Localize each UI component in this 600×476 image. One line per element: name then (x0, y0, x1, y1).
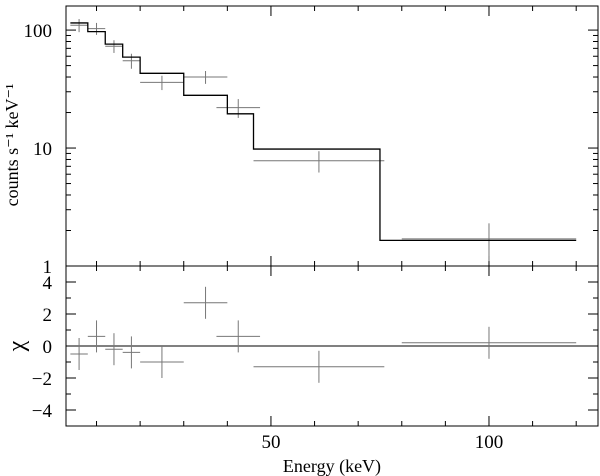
y-tick-label-bottom: 2 (43, 305, 53, 326)
data-point (401, 223, 577, 262)
data-point (140, 75, 184, 91)
data-point (253, 151, 385, 173)
y-tick-label-bottom: 0 (43, 337, 53, 358)
residual-point (105, 333, 123, 366)
top-y-axis-title: counts s⁻¹ keV⁻¹ (2, 84, 22, 207)
y-tick-label-top: 10 (33, 139, 52, 160)
data-point (216, 99, 261, 118)
residual-point (70, 338, 88, 370)
data-point (70, 19, 88, 33)
residual-point (253, 350, 385, 383)
y-tick-label-top: 1 (43, 257, 53, 278)
residual-point (122, 336, 141, 369)
data-point (87, 22, 106, 35)
residual-panel: 50 100 −4 −2 0 2 4 (32, 265, 599, 453)
x-tick-label: 50 (261, 432, 280, 453)
y-tick-label-bottom: 4 (43, 273, 53, 294)
data-point (122, 53, 141, 69)
x-tick-label: 100 (475, 432, 504, 453)
residual-point (183, 286, 228, 319)
bottom-y-axis-title: χ (4, 340, 30, 352)
y-tick-label-top: 100 (24, 21, 53, 42)
residual-point (216, 320, 261, 353)
y-tick-label-bottom: −4 (32, 401, 53, 422)
top-frame (65, 5, 599, 267)
x-axis-title: Energy (keV) (283, 456, 381, 476)
residual-point (401, 326, 577, 359)
model-step-line (70, 22, 577, 241)
residual-point (87, 320, 106, 353)
data-point (105, 40, 123, 53)
y-tick-label-bottom: −2 (32, 369, 52, 390)
residual-point (140, 346, 184, 378)
top-panel: 1 10 100 (24, 5, 599, 278)
data-point (183, 70, 228, 84)
